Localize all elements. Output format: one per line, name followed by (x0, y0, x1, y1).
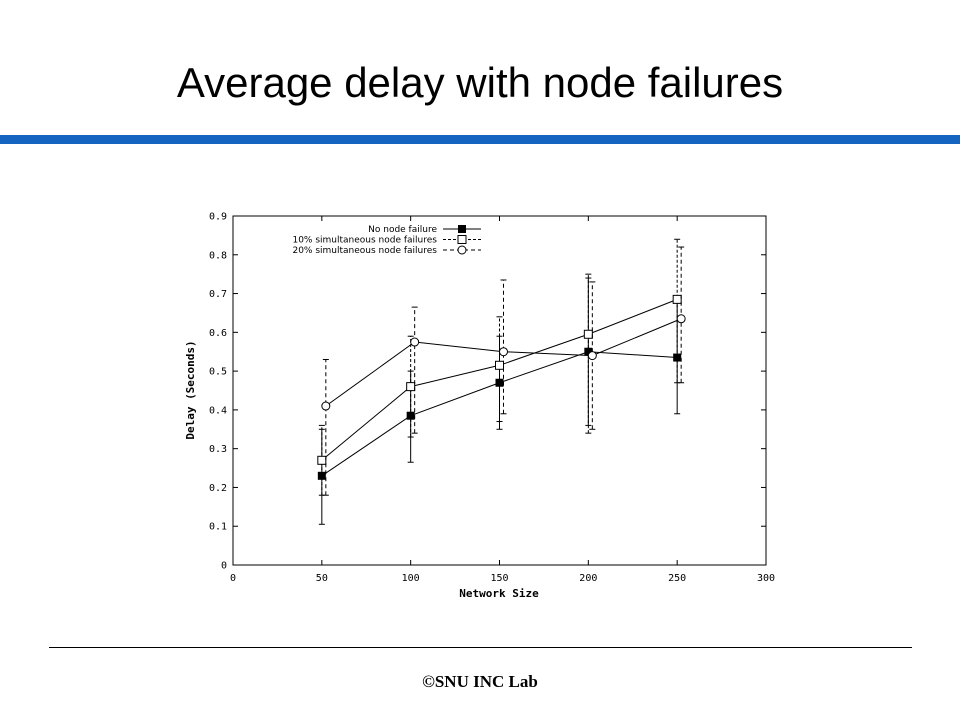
footer-divider (49, 647, 912, 648)
y-tick-label: 0.4 (209, 405, 227, 416)
data-point-open-square (583, 329, 593, 339)
y-tick-label: 0.5 (209, 367, 227, 378)
legend-label: 10% simultaneous node failures (292, 236, 437, 246)
x-tick-label: 250 (668, 573, 686, 584)
data-point-open-square (495, 360, 504, 370)
y-tick-label: 0.8 (209, 250, 227, 261)
y-tick-label: 0.6 (209, 328, 227, 339)
data-point-open-circle (587, 351, 597, 361)
legend-label: 20% simultaneous node failures (292, 246, 437, 256)
data-point-open-square (406, 382, 416, 392)
title-accent-bar (0, 135, 960, 144)
x-tick-label: 150 (490, 573, 508, 584)
data-point-filled-square (317, 471, 326, 480)
data-point-open-square (672, 294, 682, 304)
x-tick-label: 100 (402, 573, 420, 584)
data-point-filled-square (458, 225, 466, 233)
y-tick-label: 0.7 (209, 289, 227, 300)
delay-chart: 0 50 100 150 200 250 300 0 0.1 0.2 0.3 0.4 0.5 0.6 0.7… (184, 212, 775, 601)
legend-label: No node failure (368, 225, 437, 235)
slide-title: Average delay with node failures (176, 59, 784, 106)
series-2 (317, 238, 682, 496)
axis-ticks: 0 50 100 150 200 250 300 0 0.1 0.2 0.3 0.4 0.5 0.6 0.7… (209, 212, 775, 585)
footer-copyright: ©SNU INC Lab (422, 672, 538, 691)
y-tick-label: 0.1 (209, 522, 227, 533)
data-point-open-circle (499, 347, 508, 357)
y-tick-label: 0.2 (209, 483, 227, 494)
x-tick-label: 0 (230, 573, 236, 584)
data-point-open-circle (410, 337, 420, 347)
y-axis-label: Delay (Seconds) (184, 340, 197, 439)
x-tick-label: 300 (757, 573, 775, 584)
data-point-filled-square (495, 378, 504, 387)
series-3 (321, 246, 686, 496)
series-layer (317, 238, 686, 525)
data-point-open-circle (457, 245, 467, 255)
data-point-open-square (457, 235, 467, 244)
x-tick-label: 200 (579, 573, 597, 584)
y-tick-label: 0.9 (209, 212, 227, 223)
data-point-open-circle (676, 314, 686, 324)
y-tick-label: 0.3 (209, 444, 227, 455)
data-point-open-square (317, 455, 327, 465)
x-axis-label: Network Size (459, 587, 539, 600)
x-tick-label: 50 (316, 573, 328, 584)
y-tick-label: 0 (221, 561, 227, 572)
data-point-open-circle (321, 401, 331, 411)
